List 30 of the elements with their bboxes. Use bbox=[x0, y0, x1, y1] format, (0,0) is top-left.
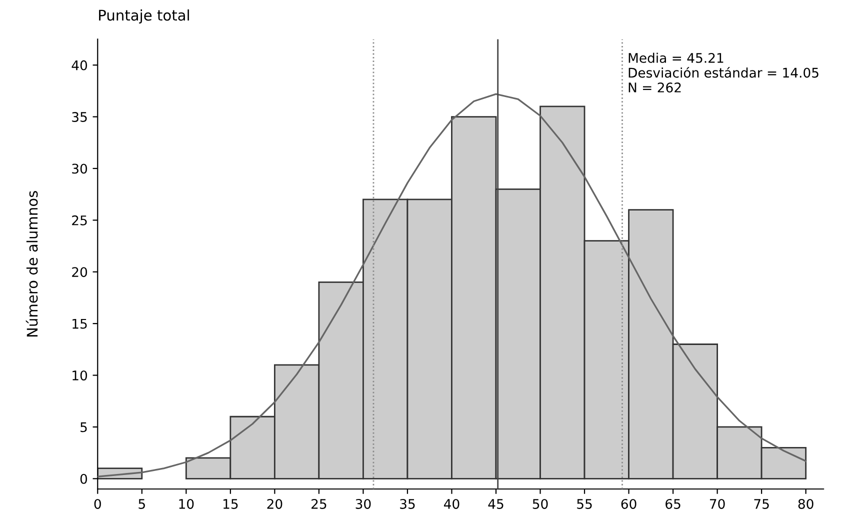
x-tick-label: 40 bbox=[444, 498, 460, 509]
x-tick-label: 15 bbox=[223, 499, 238, 509]
x-tick-label: 80 bbox=[798, 498, 814, 509]
y-tick-label: 0 bbox=[80, 474, 88, 484]
y-tick-label: 5 bbox=[80, 422, 87, 432]
y-tick-label: 40 bbox=[72, 60, 88, 70]
y-tick-label: 30 bbox=[72, 164, 88, 174]
line-series bbox=[98, 93, 807, 478]
x-tick-label: 60 bbox=[621, 498, 636, 509]
x-tick-label: 55 bbox=[577, 499, 592, 509]
x-tick-label: 25 bbox=[312, 498, 326, 509]
x-tick-label: 30 bbox=[356, 498, 371, 509]
y-axis-title: Número de alumnos bbox=[26, 191, 38, 336]
y-tick-label: 35 bbox=[72, 112, 87, 122]
y-tick-label: 25 bbox=[72, 215, 87, 226]
x-tick-label: 50 bbox=[532, 498, 548, 509]
x-tick-label: 65 bbox=[666, 498, 680, 509]
x-tick-label: 0 bbox=[94, 498, 101, 509]
x-tick-label: 45 bbox=[488, 499, 504, 509]
x-tick-label: 70 bbox=[710, 498, 725, 509]
y-tick-label: 20 bbox=[72, 267, 88, 278]
chart-title: Puntaje total bbox=[99, 9, 189, 24]
y-tick-label: 15 bbox=[72, 318, 87, 329]
x-tick-label: 5 bbox=[138, 499, 145, 509]
x-tick-label: 35 bbox=[400, 498, 415, 509]
x-tick-label: 75 bbox=[754, 499, 769, 509]
y-tick-label: 10 bbox=[72, 370, 88, 380]
annotation: Media = 45.21 Desviación estándar = 14.05 N = 262 bbox=[628, 52, 818, 92]
x-tick-label: 20 bbox=[267, 498, 282, 509]
x-tick-label: 10 bbox=[179, 498, 194, 509]
